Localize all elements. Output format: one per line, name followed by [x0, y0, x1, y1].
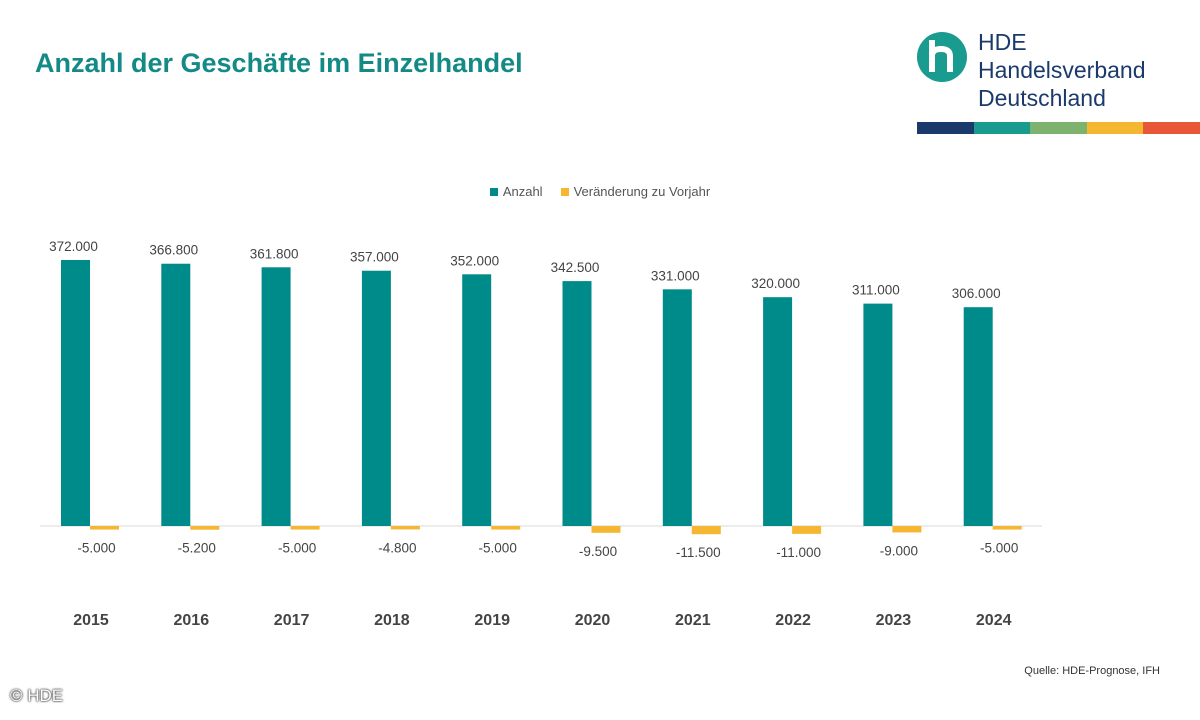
- bar-anzahl: [863, 303, 893, 526]
- bar-veraenderung: [792, 526, 822, 534]
- x-tick-label: 2021: [675, 612, 711, 629]
- logo-color-stripes: [917, 122, 1200, 134]
- source-note: Quelle: HDE-Prognose, IFH: [1024, 665, 1160, 677]
- data-label-anzahl: 342.500: [551, 260, 600, 275]
- bar-veraenderung: [491, 526, 521, 530]
- x-tick-label: 2024: [976, 612, 1012, 629]
- data-label-anzahl: 352.000: [450, 253, 499, 268]
- data-label-veraenderung: -11.500: [676, 545, 721, 560]
- bar-anzahl: [462, 274, 492, 526]
- bar-anzahl: [161, 263, 191, 526]
- bar-veraenderung: [591, 526, 621, 533]
- logo-stripe: [973, 122, 1031, 134]
- legend-label: Veränderung zu Vorjahr: [573, 184, 711, 199]
- data-label-anzahl: 372.000: [49, 239, 98, 254]
- logo-line-2: Handelsverband: [978, 57, 1146, 83]
- data-label-veraenderung: -5.000: [278, 541, 316, 556]
- logo-line-3: Deutschland: [978, 85, 1106, 111]
- copyright-watermark: © HDE: [10, 686, 64, 705]
- data-label-anzahl: 357.000: [350, 250, 399, 265]
- logo-stripe: [1143, 122, 1200, 134]
- bar-anzahl: [963, 307, 993, 526]
- data-label-veraenderung: -5.000: [479, 541, 517, 556]
- legend-swatch: [560, 187, 569, 196]
- bar-veraenderung: [190, 526, 220, 530]
- x-tick-label: 2018: [374, 612, 410, 629]
- data-label-anzahl: 331.000: [651, 268, 700, 283]
- bar-anzahl: [61, 260, 90, 526]
- x-tick-label: 2015: [73, 612, 109, 629]
- bar-anzahl: [562, 281, 592, 526]
- page-title: Anzahl der Geschäfte im Einzelhandel: [35, 48, 523, 78]
- bar-veraenderung: [90, 526, 119, 530]
- logo-line-1: HDE: [978, 29, 1027, 55]
- hde-logo: HDE Handelsverband Deutschland: [912, 28, 1200, 140]
- data-label-anzahl: 320.000: [751, 276, 800, 291]
- x-tick-label: 2023: [876, 612, 912, 629]
- bar-anzahl: [261, 267, 291, 526]
- legend-item: Veränderung zu Vorjahr: [560, 184, 711, 199]
- hde-logo-mark-icon: [917, 32, 967, 82]
- bar-veraenderung: [691, 526, 721, 535]
- bar-veraenderung: [892, 526, 922, 533]
- x-tick-label: 2017: [274, 612, 310, 629]
- data-label-veraenderung: -4.800: [378, 540, 416, 555]
- data-label-veraenderung: -5.000: [980, 541, 1018, 556]
- bar-veraenderung: [390, 526, 420, 530]
- x-tick-label: 2019: [474, 612, 510, 629]
- data-label-veraenderung: -9.000: [880, 543, 918, 558]
- bar-anzahl: [361, 270, 391, 526]
- data-label-veraenderung: -9.500: [579, 544, 617, 559]
- x-tick-label: 2020: [575, 612, 611, 629]
- bar-veraenderung: [290, 526, 320, 530]
- chart-legend: Anzahl Veränderung zu Vorjahr: [0, 184, 1200, 199]
- logo-stripe: [1086, 122, 1144, 134]
- data-label-anzahl: 311.000: [852, 283, 900, 298]
- data-label-veraenderung: -5.200: [178, 541, 216, 556]
- logo-stripe: [1030, 122, 1087, 134]
- legend-swatch: [489, 187, 498, 196]
- bar-veraenderung: [992, 526, 1022, 530]
- bar-anzahl: [662, 289, 692, 526]
- logo-text: HDE Handelsverband Deutschland: [978, 28, 1146, 112]
- bar-anzahl: [763, 297, 793, 526]
- data-label-anzahl: 366.800: [149, 243, 198, 258]
- legend-label: Anzahl: [502, 184, 543, 199]
- x-tick-label: 2016: [174, 612, 210, 629]
- data-label-anzahl: 361.800: [250, 246, 299, 261]
- data-label-veraenderung: -5.000: [77, 541, 115, 556]
- x-tick-label: 2022: [775, 612, 811, 629]
- logo-stripe: [917, 122, 974, 134]
- logo-h-glyph: [929, 40, 953, 72]
- legend-item: Anzahl: [489, 184, 543, 199]
- data-label-veraenderung: -11.000: [776, 545, 821, 560]
- data-label-anzahl: 306.000: [952, 286, 1001, 301]
